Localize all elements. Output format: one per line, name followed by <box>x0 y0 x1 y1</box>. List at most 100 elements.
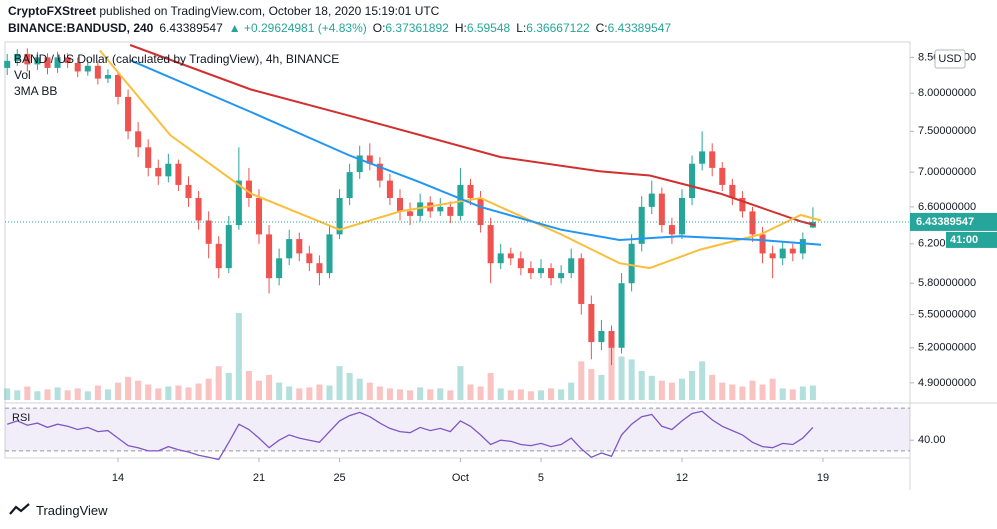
candle-body <box>396 197 404 212</box>
candle-body <box>245 180 252 198</box>
candle-body <box>54 57 61 68</box>
candle-body <box>658 193 665 226</box>
volume-bar <box>719 382 726 400</box>
volume-bar <box>477 386 484 400</box>
candle-body <box>155 167 162 177</box>
volume-bar <box>729 384 736 400</box>
legend-entry: Vol <box>14 68 31 82</box>
volume-bar <box>789 389 796 400</box>
y-tick-label: 6.60000000 <box>918 201 976 213</box>
l-value: 6.36667122 <box>526 21 590 35</box>
candle-body <box>44 57 51 68</box>
candle-body <box>739 197 746 212</box>
candle-body <box>266 234 273 279</box>
volume-bar <box>346 372 353 400</box>
volume-bar <box>487 372 494 400</box>
volume-bar <box>74 388 81 400</box>
candle-body <box>366 155 373 164</box>
volume-bar <box>64 390 71 400</box>
c-value: 6.43389547 <box>607 21 672 35</box>
o-value: 6.37361892 <box>385 21 449 35</box>
publish-line: CryptoFXStreet published on TradingView.… <box>8 4 439 18</box>
change: ▲ +0.29624981 (+4.83%) <box>228 21 367 35</box>
x-tick-label: 19 <box>817 472 829 484</box>
volume-bar <box>759 384 766 400</box>
volume-bar <box>165 386 172 400</box>
candle-body <box>175 163 182 185</box>
x-tick-label: 5 <box>538 472 544 484</box>
volume-bar <box>427 389 434 400</box>
candle-body <box>497 253 504 264</box>
volume-bar <box>255 380 263 400</box>
volume-bar <box>779 388 786 400</box>
volume-bar <box>44 389 51 400</box>
symbol-line: BINANCE:BANDUSD, 240 6.43389547 ▲ +0.29624… <box>8 21 671 35</box>
candle-body <box>376 163 383 181</box>
candle-body <box>437 206 444 212</box>
candle-body <box>346 172 353 198</box>
volume-bar <box>376 386 383 400</box>
footer: TradingView <box>8 502 108 518</box>
rsi-line <box>6 410 814 461</box>
volume-bar <box>527 391 534 400</box>
x-tick-label: Oct <box>452 472 469 484</box>
x-tick-label: 21 <box>253 472 265 484</box>
volume-bar <box>34 391 41 400</box>
candle-body <box>749 211 756 235</box>
volume-bar <box>598 374 605 400</box>
volume-bar <box>769 378 776 400</box>
candle-body <box>125 96 132 132</box>
candle-body <box>94 65 101 79</box>
volume-bar <box>678 378 686 400</box>
candle-body <box>729 184 736 198</box>
h-value: 6.59548 <box>466 21 511 35</box>
volume-bar <box>537 390 545 400</box>
volume-bar <box>215 366 222 400</box>
rsi-band-fill <box>5 408 910 451</box>
volume-bar <box>296 388 303 400</box>
candle-body <box>165 163 172 177</box>
c-label: C: <box>595 21 608 35</box>
candle-body <box>4 60 11 68</box>
y-tick-label: 8.00000000 <box>918 87 976 99</box>
volume-bar <box>749 380 756 400</box>
volume-bar <box>145 384 152 400</box>
candle-body <box>235 180 242 226</box>
rsi-label: RSI <box>12 412 30 424</box>
candle-body <box>356 155 363 173</box>
volume-bar <box>245 371 252 400</box>
candle-body <box>618 283 625 348</box>
x-tick-label: 25 <box>333 472 345 484</box>
volume-bar <box>84 391 91 400</box>
volume-bar <box>618 356 625 400</box>
candle-body <box>598 330 605 343</box>
candle-body <box>578 258 585 304</box>
volume-bar <box>195 383 202 400</box>
candle-body <box>34 57 41 65</box>
x-tick-label: 14 <box>112 472 124 484</box>
volume-bar <box>638 371 645 400</box>
countdown: 41:00 <box>950 234 978 246</box>
volume-bar <box>24 386 31 400</box>
y-tick-label: 7.00000000 <box>918 166 976 178</box>
y-tick-label: 5.20000000 <box>918 342 976 354</box>
candle-body <box>678 197 686 235</box>
candle-body <box>336 197 343 235</box>
volume-bar <box>709 374 716 400</box>
author: CryptoFXStreet <box>8 4 97 18</box>
volume-bar <box>326 385 333 400</box>
last-price: 6.43389547 <box>159 21 223 35</box>
candle-body <box>417 202 424 216</box>
candle-body <box>699 151 706 164</box>
h-label: H: <box>454 21 467 35</box>
countdown-tag <box>946 231 997 248</box>
volume-bar <box>407 390 414 400</box>
volume-bar <box>4 388 11 400</box>
candle-body <box>205 220 212 244</box>
candle-body <box>296 239 303 254</box>
volume-bar <box>336 366 343 400</box>
volume-bar <box>437 388 444 400</box>
candle-body <box>114 75 122 97</box>
